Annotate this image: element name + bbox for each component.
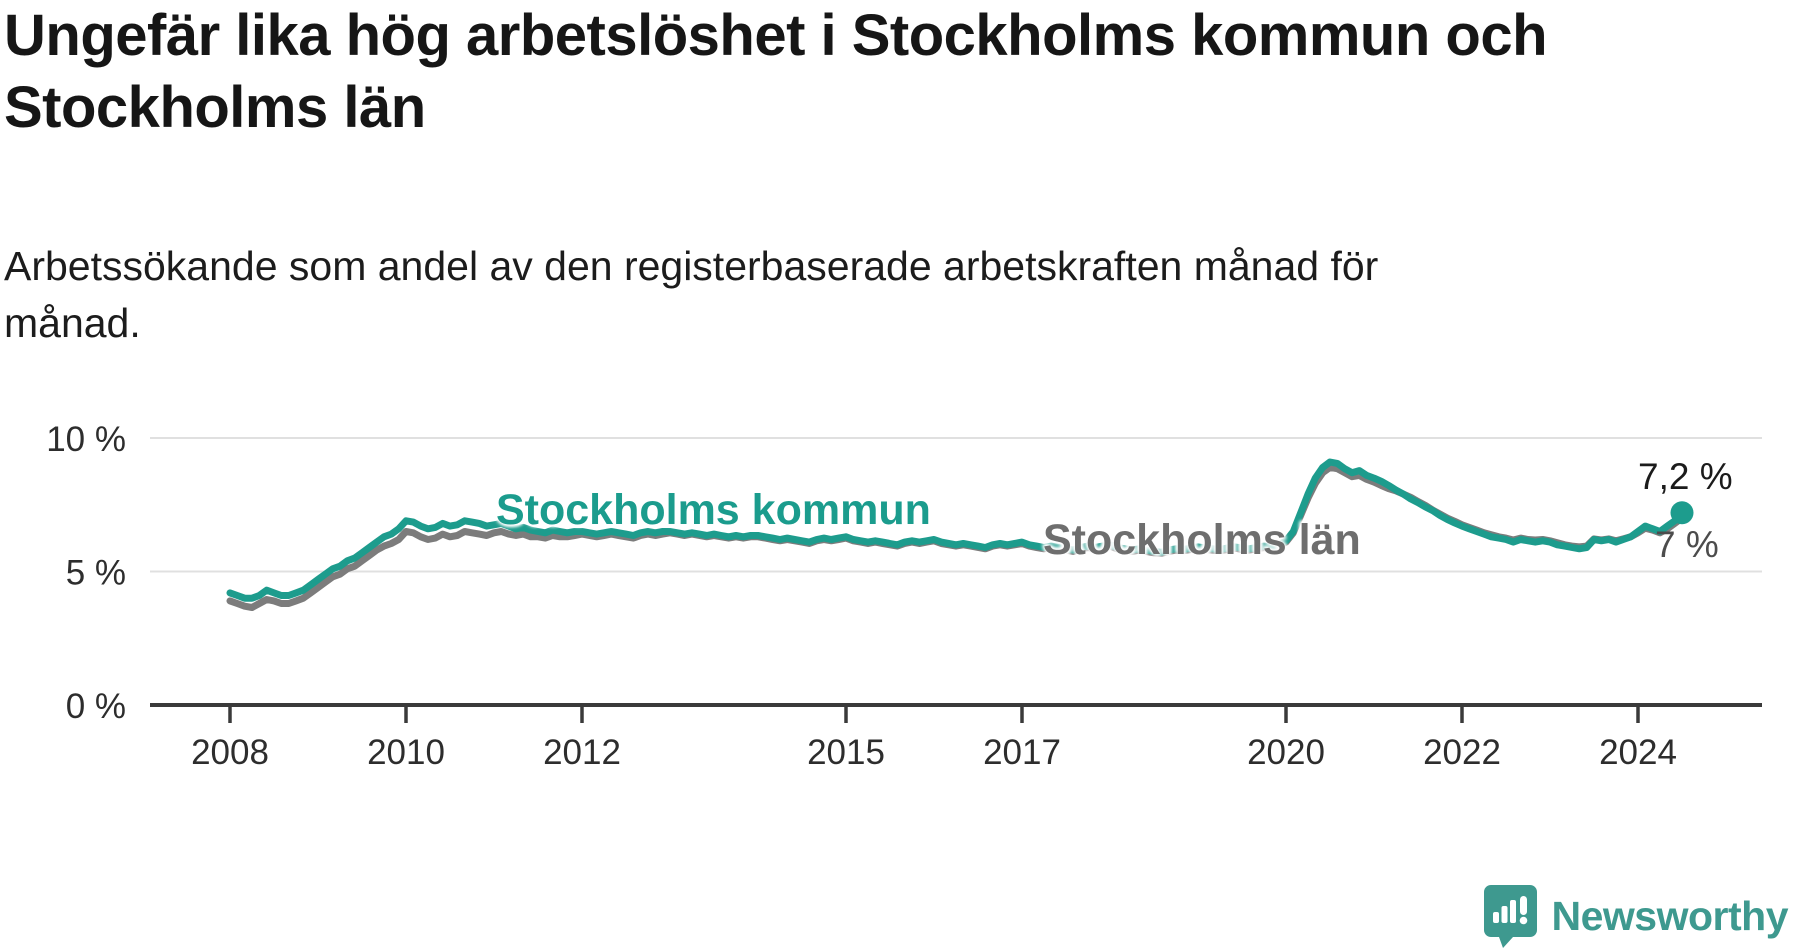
- newsworthy-branding: Newsworthy: [1483, 884, 1789, 948]
- y-tick-label: 5 %: [66, 554, 126, 593]
- x-tick-label: 2017: [983, 733, 1061, 772]
- x-tick-label: 2020: [1247, 733, 1325, 772]
- series-label-stockholms-kommun: Stockholms kommun: [496, 486, 931, 534]
- series-line-kommun: [226, 458, 1686, 602]
- end-value-label-lan: 7 %: [1655, 524, 1719, 565]
- newsworthy-logo-icon: [1483, 885, 1537, 948]
- chart-subtitle: Arbetssökande som andel av den registerb…: [4, 243, 1379, 346]
- x-tick-label: 2012: [543, 733, 621, 772]
- x-tick-label: 2008: [191, 733, 269, 772]
- page-title: Ungefär lika hög arbetslöshet i Stockhol…: [4, 3, 1548, 140]
- x-tick-label: 2010: [367, 733, 445, 772]
- newsworthy-brand-name: Newsworthy: [1551, 892, 1789, 939]
- y-tick-label: 0 %: [66, 687, 126, 726]
- series-label-stockholms-lan: Stockholms län: [1043, 516, 1361, 564]
- x-tick-label: 2015: [807, 733, 885, 772]
- x-tick-label: 2022: [1423, 733, 1501, 772]
- x-tick-label: 2024: [1599, 733, 1677, 772]
- series-line-lan: [226, 463, 1686, 611]
- end-value-label-kommun: 7,2 %: [1638, 456, 1733, 497]
- end-dot: [1670, 501, 1694, 525]
- y-tick-label: 10 %: [46, 420, 126, 459]
